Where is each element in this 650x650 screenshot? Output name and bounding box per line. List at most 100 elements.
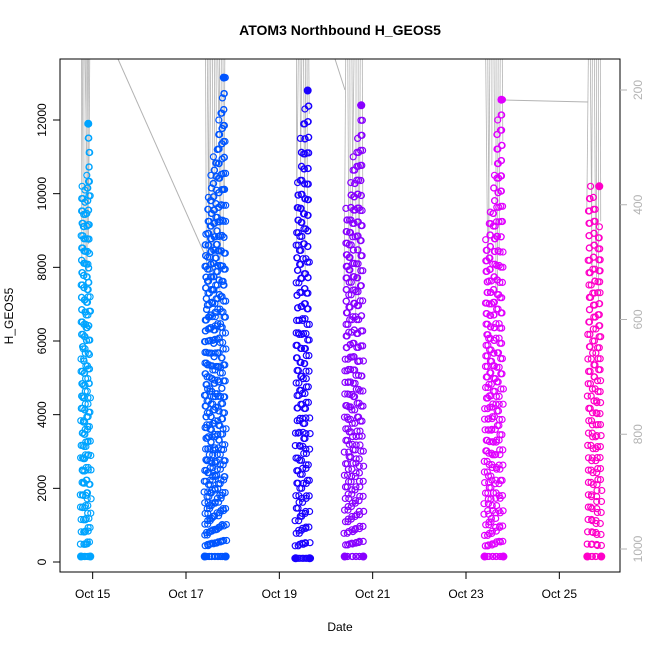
data-point xyxy=(495,461,503,469)
data-point xyxy=(593,454,601,462)
data-point xyxy=(354,274,362,282)
data-point xyxy=(488,425,496,433)
data-point xyxy=(487,495,495,503)
pressure-line xyxy=(296,59,299,189)
data-point xyxy=(294,366,302,375)
data-point xyxy=(355,148,363,156)
data-point xyxy=(84,502,92,510)
data-point xyxy=(596,355,604,363)
data-point xyxy=(304,118,312,126)
data-point xyxy=(591,217,599,225)
y-tick-label: 6000 xyxy=(35,327,49,354)
data-point xyxy=(595,344,603,352)
data-point xyxy=(497,172,506,180)
data-point xyxy=(81,235,89,243)
data-point xyxy=(349,433,357,441)
data-point xyxy=(488,413,496,421)
data-point xyxy=(359,342,367,350)
data-point xyxy=(218,369,226,377)
data-point xyxy=(592,519,600,528)
data-point xyxy=(359,477,367,485)
data-point xyxy=(300,449,308,458)
data-point xyxy=(358,131,366,139)
data-point xyxy=(354,288,362,296)
data-point xyxy=(296,204,304,212)
data-point xyxy=(492,552,500,561)
data-point xyxy=(498,492,507,500)
data-point xyxy=(493,261,501,270)
data-point xyxy=(357,267,365,275)
data-point xyxy=(594,289,602,297)
data-point-min xyxy=(221,552,230,561)
data-point xyxy=(87,466,95,474)
data-point xyxy=(302,352,310,360)
y2-tick-label: 400 xyxy=(631,194,645,214)
y-tick-label: 10000 xyxy=(35,177,49,211)
data-point-max xyxy=(595,182,604,191)
data-point xyxy=(498,476,506,484)
data-point xyxy=(345,440,353,448)
data-point xyxy=(586,343,594,351)
data-point xyxy=(584,355,592,363)
data-point xyxy=(345,291,353,299)
data-point xyxy=(302,507,310,516)
data-point xyxy=(484,531,492,540)
y2-tick-label: 800 xyxy=(631,424,645,444)
data-point xyxy=(493,436,501,444)
data-point xyxy=(216,461,224,469)
data-point xyxy=(348,406,356,414)
data-point xyxy=(494,116,502,124)
data-point xyxy=(305,336,313,344)
data-point xyxy=(207,413,215,421)
data-point xyxy=(487,369,495,377)
data-point xyxy=(490,311,498,319)
flight-series xyxy=(291,59,315,563)
data-point xyxy=(305,367,313,375)
data-point xyxy=(352,483,360,491)
data-point xyxy=(351,472,359,481)
data-point xyxy=(585,281,593,289)
data-point xyxy=(355,477,364,485)
data-point xyxy=(496,248,504,256)
data-point xyxy=(498,339,506,347)
data-point xyxy=(222,520,230,529)
pressure-line xyxy=(343,59,347,287)
data-point xyxy=(220,476,228,484)
data-point xyxy=(493,363,501,371)
data-point xyxy=(349,153,357,161)
data-point xyxy=(356,441,364,449)
data-point xyxy=(593,432,601,440)
data-point xyxy=(299,498,307,506)
data-point xyxy=(210,179,218,188)
data-point xyxy=(499,461,507,469)
y2-tick-label: 600 xyxy=(631,309,645,329)
data-point xyxy=(303,196,312,204)
data-point xyxy=(492,523,500,532)
pressure-line xyxy=(358,59,361,284)
data-point xyxy=(588,385,597,393)
data-point xyxy=(222,297,230,305)
data-point xyxy=(488,540,496,548)
data-point xyxy=(221,265,229,273)
data-point xyxy=(492,400,500,408)
data-point xyxy=(85,379,93,387)
data-point xyxy=(498,370,506,378)
data-point xyxy=(84,527,92,535)
data-point xyxy=(299,255,307,263)
data-point xyxy=(306,430,314,438)
data-point-max xyxy=(219,73,228,82)
data-point xyxy=(302,398,310,406)
pressure-line xyxy=(347,59,350,259)
data-point xyxy=(499,522,507,530)
data-point xyxy=(86,307,95,315)
flight-series xyxy=(76,59,95,561)
data-point xyxy=(589,528,597,537)
data-point xyxy=(584,515,592,524)
data-point xyxy=(303,320,311,328)
data-point xyxy=(593,469,601,477)
data-point xyxy=(222,169,230,177)
data-point xyxy=(294,429,302,437)
data-point xyxy=(596,465,605,473)
data-point xyxy=(220,536,228,545)
data-point xyxy=(219,489,227,497)
